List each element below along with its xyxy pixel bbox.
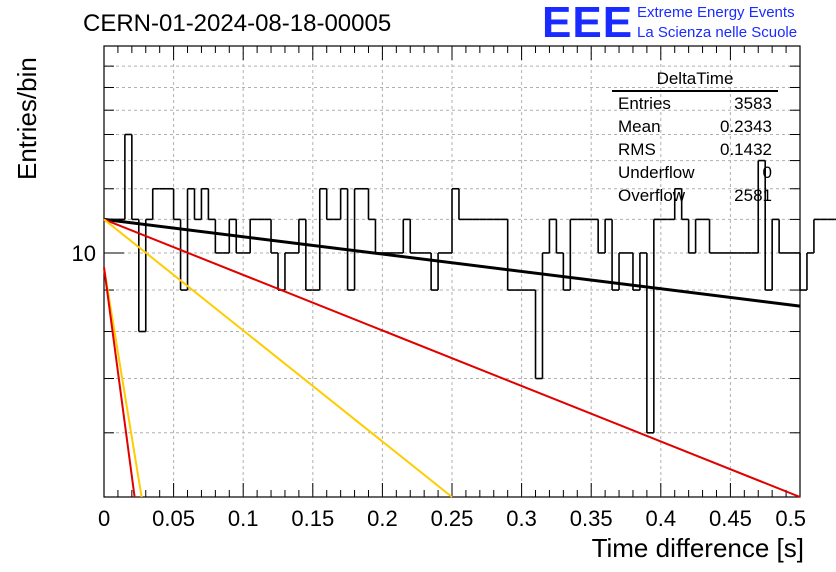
x-tick-label: 0.25: [431, 506, 474, 531]
stats-label: Overflow: [618, 186, 686, 205]
x-tick-label: 0: [98, 506, 110, 531]
y-tick-label: 10: [72, 241, 96, 266]
x-tick-label: 0.45: [709, 506, 752, 531]
stats-row: Entries 3583: [612, 92, 778, 115]
fit-lines: [103, 217, 801, 498]
histogram: [104, 133, 836, 434]
x-tick-label: 0.1: [228, 506, 259, 531]
logo-subtitle-1: Extreme Energy Events: [637, 4, 795, 21]
x-tick-label: 0.05: [152, 506, 195, 531]
stats-label: Entries: [618, 94, 671, 113]
stats-value: 3583: [734, 94, 772, 113]
chart-title: CERN-01-2024-08-18-00005: [83, 10, 392, 37]
x-axis: 0 0.05 0.1 0.15 0.2 0.25 0.3 0.35 0.4 0.45 0.5: [98, 46, 806, 531]
fit-line: [103, 267, 136, 498]
stats-row: Overflow 2581: [612, 184, 778, 207]
x-tick-label: 0.15: [291, 506, 334, 531]
logo-subtitle-2: La Scienza nelle Scuole: [637, 24, 798, 41]
stats-row: RMS 0.1432: [612, 138, 778, 161]
eee-logo: EEE: [542, 0, 634, 47]
stats-value: 0.2343: [720, 117, 772, 136]
stats-value: 0: [762, 163, 772, 182]
stats-row: Mean 0.2343: [612, 115, 778, 138]
y-axis: 10: [72, 45, 800, 498]
x-tick-label: 0.35: [570, 506, 613, 531]
fit-line: [103, 218, 801, 498]
stats-label: Mean: [618, 117, 661, 136]
stats-box: DeltaTime Entries 3583 Mean 0.2343 RMS 0.14…: [612, 68, 778, 207]
x-tick-label: 0.3: [506, 506, 537, 531]
fit-line: [103, 267, 143, 498]
y-axis-label: Entries/bin: [12, 57, 42, 180]
x-axis-label: Time difference [s]: [591, 533, 804, 563]
x-tick-label: 0.2: [367, 506, 398, 531]
stats-value: 2581: [734, 186, 772, 205]
stats-label: Underflow: [618, 163, 695, 182]
stats-title: DeltaTime: [612, 68, 778, 92]
stats-value: 0.1432: [720, 140, 772, 159]
fit-line: [103, 218, 453, 498]
x-tick-label: 0.4: [646, 506, 677, 531]
stats-label: RMS: [618, 140, 656, 159]
x-tick-label: 0.5: [775, 506, 806, 531]
stats-row: Underflow 0: [612, 161, 778, 184]
fit-line: [103, 217, 801, 308]
